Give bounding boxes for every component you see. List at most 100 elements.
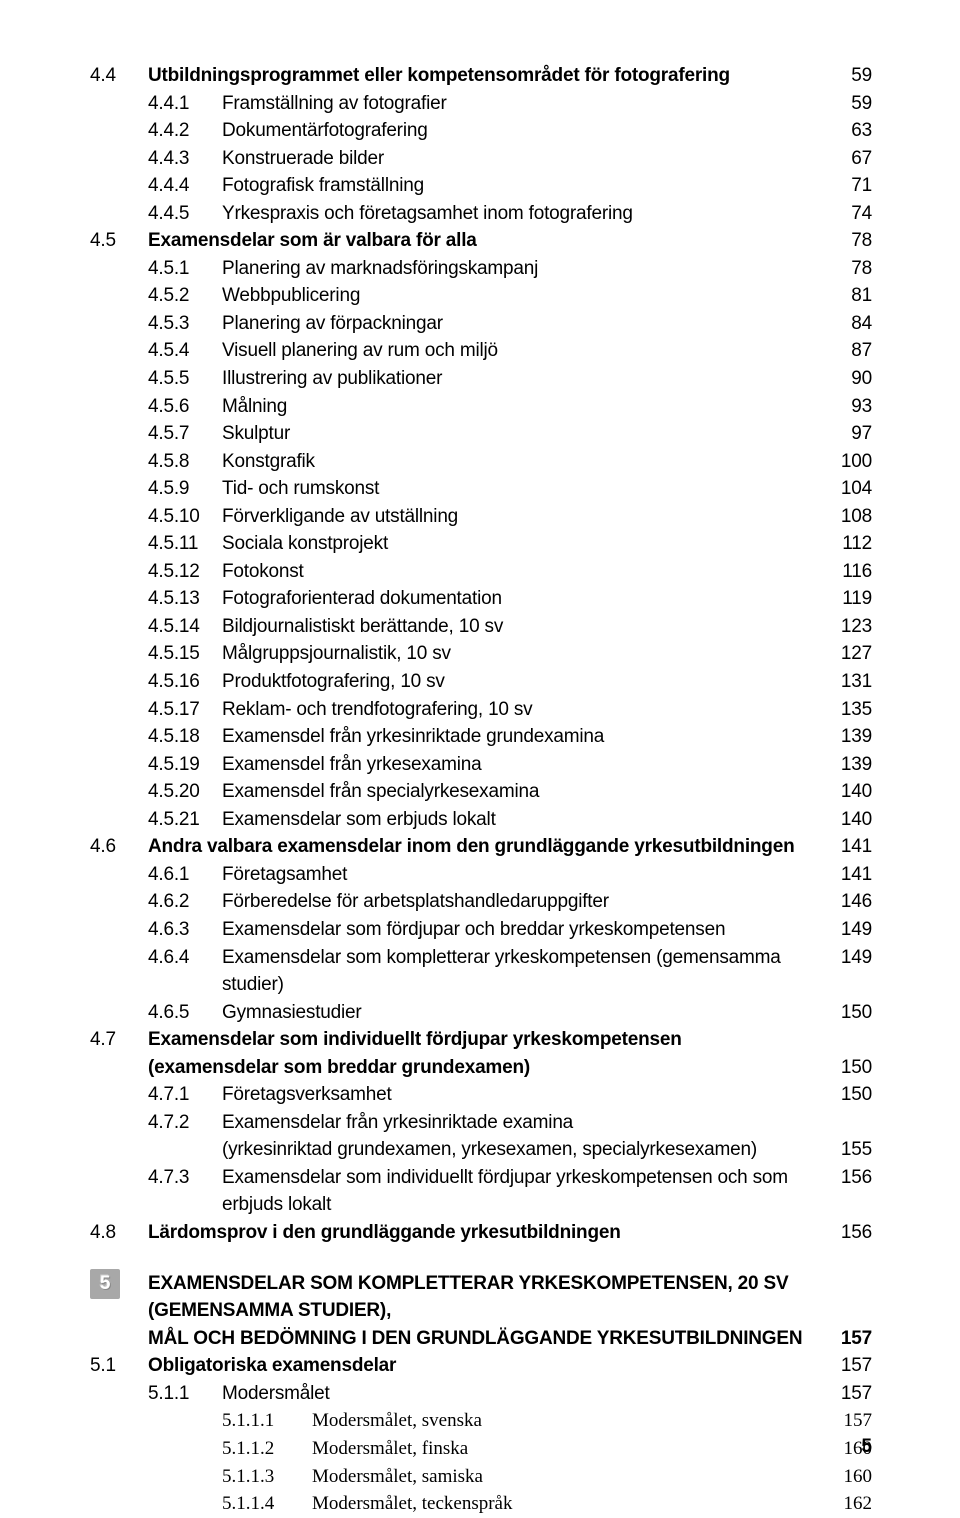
toc-num: 4.4.4: [148, 172, 222, 200]
toc-num: 5.1.1.3: [222, 1463, 312, 1491]
toc-num: 5.1.1.4: [222, 1490, 312, 1518]
toc-row: 4.5.18Examensdel från yrkesinriktade gru…: [90, 723, 872, 751]
toc-num: 4.6.3: [148, 916, 222, 944]
toc-label: Målgruppsjournalistik, 10 sv: [222, 640, 824, 668]
toc-row: 4.4.4Fotografisk framställning71: [90, 172, 872, 200]
toc-row: 4.7.1Företagsverksamhet150: [90, 1081, 872, 1109]
toc-page: 104: [824, 475, 872, 503]
toc-num: 4.4.5: [148, 200, 222, 228]
toc-label: Examensdelar som fördjupar och breddar y…: [222, 916, 824, 944]
toc-num: 4.5.15: [148, 640, 222, 668]
toc-label: Reklam- och trendfotografering, 10 sv: [222, 696, 824, 724]
toc-page: 141: [824, 861, 872, 889]
toc-num: 4.5.12: [148, 558, 222, 586]
toc-row: 4.5.11Sociala konstprojekt112: [90, 530, 872, 558]
toc-num: 4.7: [90, 1026, 148, 1054]
table-of-contents: 4.4 Utbildningsprogrammet eller kompeten…: [90, 62, 872, 1518]
toc-page: 87: [824, 337, 872, 365]
toc-num: 4.5.14: [148, 613, 222, 641]
toc-label: Modersmålet, svenska: [312, 1407, 824, 1435]
toc-label: Förberedelse för arbetsplatshandledarupp…: [222, 888, 824, 916]
toc-row: 4.6.2Förberedelse för arbetsplatshandled…: [90, 888, 872, 916]
toc-page: 141: [824, 833, 872, 861]
toc-label: Framställning av fotografier: [222, 90, 824, 118]
chapter-heading: 5 EXAMENSDELAR SOM KOMPLETTERAR YRKESKOM…: [90, 1269, 872, 1353]
toc-label: Examensdel från yrkesinriktade grundexam…: [222, 723, 824, 751]
toc-num: 4.4.3: [148, 145, 222, 173]
toc-page: 140: [824, 806, 872, 834]
toc-num: 4.5.1: [148, 255, 222, 283]
toc-label: Modersmålet, samiska: [312, 1463, 824, 1491]
toc-row: 5.1Obligatoriska examensdelar157: [90, 1352, 872, 1380]
toc-row: 4.5.5Illustrering av publikationer90: [90, 365, 872, 393]
toc-row: 4.7.3Examensdelar som individuellt fördj…: [90, 1164, 872, 1219]
toc-num: 4.4.2: [148, 117, 222, 145]
toc-label: Examensdelar som kompletterar yrkeskompe…: [222, 944, 824, 999]
toc-page: 139: [824, 723, 872, 751]
toc-row: 4.5.15Målgruppsjournalistik, 10 sv127: [90, 640, 872, 668]
toc-label: Fotokonst: [222, 558, 824, 586]
toc-row-continuation: (yrkesinriktad grundexamen, yrkesexamen,…: [90, 1136, 872, 1164]
toc-num: 5.1.1: [148, 1380, 222, 1408]
page-number: 5: [861, 1436, 872, 1458]
toc-page: 162: [824, 1490, 872, 1518]
toc-num: 4.5.20: [148, 778, 222, 806]
toc-row: 5.1.1.4Modersmålet, teckenspråk162: [90, 1490, 872, 1518]
toc-page: 93: [824, 393, 872, 421]
toc-row: 4.5.9Tid- och rumskonst104: [90, 475, 872, 503]
toc-row: 4.6Andra valbara examensdelar inom den g…: [90, 833, 872, 861]
toc-page: 155: [824, 1136, 872, 1164]
toc-label: Gymnasiestudier: [222, 999, 824, 1027]
toc-label: Modersmålet, finska: [312, 1435, 824, 1463]
toc-label: Illustrering av publikationer: [222, 365, 824, 393]
chapter-title-line1: EXAMENSDELAR SOM KOMPLETTERAR YRKESKOMPE…: [148, 1270, 872, 1325]
toc-row: 4.5.14Bildjournalistiskt berättande, 10 …: [90, 613, 872, 641]
toc-row: 4.4.5Yrkespraxis och företagsamhet inom …: [90, 200, 872, 228]
toc-page: 160: [824, 1463, 872, 1491]
chapter-title-line2: MÅL OCH BEDÖMNING I DEN GRUNDLÄGGANDE YR…: [90, 1325, 824, 1353]
toc-page: 67: [824, 145, 872, 173]
toc-num: 4.5.18: [148, 723, 222, 751]
toc-row: 4.5.2Webbpublicering81: [90, 282, 872, 310]
toc-label: Examensdel från yrkesexamina: [222, 751, 824, 779]
toc-page: 97: [824, 420, 872, 448]
toc-row: 5.1.1.1Modersmålet, svenska157: [90, 1407, 872, 1435]
toc-row: 5.1.1Modersmålet157: [90, 1380, 872, 1408]
toc-num: 4.6.2: [148, 888, 222, 916]
toc-label: Sociala konstprojekt: [222, 530, 824, 558]
toc-row-continuation: (examensdelar som breddar grundexamen)15…: [90, 1054, 872, 1082]
toc-num: 5.1.1.2: [222, 1435, 312, 1463]
toc-label: Examensdelar som erbjuds lokalt: [222, 806, 824, 834]
toc-page: 156: [824, 1219, 872, 1247]
toc-row: 4.5.10Förverkligande av utställning108: [90, 503, 872, 531]
toc-label: Företagsamhet: [222, 861, 824, 889]
toc-num: 4.4: [90, 62, 148, 90]
toc-page: 84: [824, 310, 872, 338]
toc-num: 4.5: [90, 227, 148, 255]
toc-row: 4.5.6Målning93: [90, 393, 872, 421]
toc-label: Produktfotografering, 10 sv: [222, 668, 824, 696]
toc-row: 4.5.3Planering av förpackningar84: [90, 310, 872, 338]
toc-label: Planering av förpackningar: [222, 310, 824, 338]
toc-label: Planering av marknadsföringskampanj: [222, 255, 824, 283]
toc-row: 4.8Lärdomsprov i den grundläggande yrkes…: [90, 1219, 872, 1247]
toc-label: Andra valbara examensdelar inom den grun…: [148, 833, 824, 861]
toc-row: 4.5Examensdelar som är valbara för alla7…: [90, 227, 872, 255]
toc-num: 4.5.17: [148, 696, 222, 724]
toc-num: 4.5.6: [148, 393, 222, 421]
toc-num: 4.5.3: [148, 310, 222, 338]
toc-page: 123: [824, 613, 872, 641]
toc-row: 4.5.13Fotograforienterad dokumentation11…: [90, 585, 872, 613]
toc-row: 4.5.17Reklam- och trendfotografering, 10…: [90, 696, 872, 724]
toc-num: 4.5.8: [148, 448, 222, 476]
toc-page: 119: [824, 585, 872, 613]
toc-num: 4.6: [90, 833, 148, 861]
toc-label: Examensdelar som individuellt fördjupar …: [148, 1026, 824, 1054]
toc-page: 63: [824, 117, 872, 145]
toc-label: Fotograforienterad dokumentation: [222, 585, 824, 613]
toc-label: Företagsverksamhet: [222, 1081, 824, 1109]
toc-num: 4.5.13: [148, 585, 222, 613]
toc-row: 4.5.8Konstgrafik100: [90, 448, 872, 476]
toc-num: 4.5.10: [148, 503, 222, 531]
toc-row: 4.5.7Skulptur97: [90, 420, 872, 448]
